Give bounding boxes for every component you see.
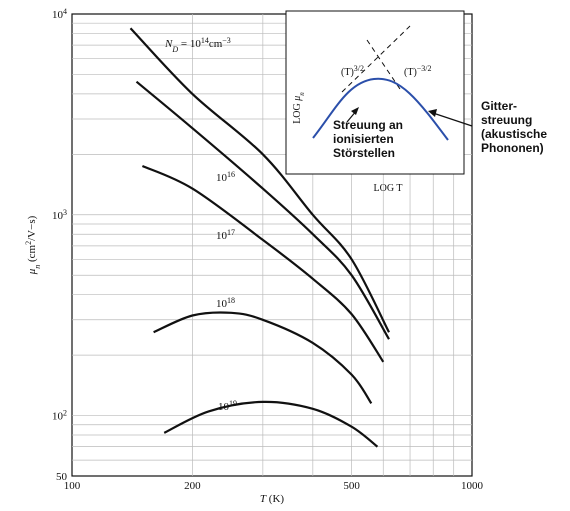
- grid: [72, 14, 472, 476]
- series-curve: [153, 311, 373, 405]
- curve-label: 1016: [216, 170, 235, 185]
- lattice-arrow: [432, 112, 473, 127]
- inset-left-arrowhead: [351, 107, 359, 115]
- x-tick-label: 100: [64, 480, 81, 492]
- inset-left-asymptote: [366, 39, 403, 93]
- plot-frame: [71, 13, 473, 477]
- series-curve: [129, 27, 390, 333]
- annotation-line: (akustische: [481, 127, 547, 141]
- y-tick-label: 102: [52, 408, 67, 423]
- curve-label: 1017: [216, 228, 235, 243]
- annotation-line: ionisierten: [333, 132, 394, 146]
- series-curve: [141, 164, 385, 363]
- series-curve: [135, 80, 390, 340]
- inset-right-asymptote-label: (T)−3/2: [404, 64, 432, 79]
- curves: [129, 27, 390, 448]
- x-tick-label: 200: [184, 480, 201, 492]
- lattice-arrowhead: [428, 109, 437, 117]
- inset-right-asymptote: [341, 25, 411, 93]
- curve-label-nd: ND = 1014cm−3: [164, 36, 231, 54]
- annotation-line: Phononen): [481, 141, 544, 155]
- y-axis-label: μn (cm2/V−s): [24, 215, 42, 275]
- annotation-line: streuung: [481, 113, 532, 127]
- inset-x-axis-label: LOG T: [374, 183, 403, 194]
- y-tick-label: 104: [52, 7, 67, 22]
- annotation-line: Gitter-: [481, 99, 517, 113]
- inset-diagram: (T)3/2 (T)−3/2 LOG μn LOG T: [285, 10, 465, 194]
- curve-labels: ND = 1014cm−3 1016 1017 1018 1019: [164, 36, 237, 414]
- inset-y-axis-label: LOG μn: [292, 92, 306, 124]
- inset-curve: [312, 77, 449, 141]
- curve-label: 1019: [218, 399, 237, 414]
- y-tick-label: 50: [56, 471, 68, 483]
- x-tick-label: 500: [343, 480, 360, 492]
- y-tick-label: 103: [52, 207, 67, 222]
- inset-left-asymptote-label: (T)3/2: [341, 64, 364, 79]
- axis-ticks: 100 200 500 1000 50 102 103 104: [52, 7, 484, 493]
- series-curve: [163, 400, 379, 448]
- curve-label: 1018: [216, 296, 235, 311]
- annotation-line: Störstellen: [333, 146, 395, 160]
- annotation-line: Streuung an: [333, 118, 403, 132]
- x-axis-label: T (K): [260, 493, 284, 505]
- inset-frame: [285, 10, 465, 175]
- x-tick-label: 1000: [461, 480, 484, 492]
